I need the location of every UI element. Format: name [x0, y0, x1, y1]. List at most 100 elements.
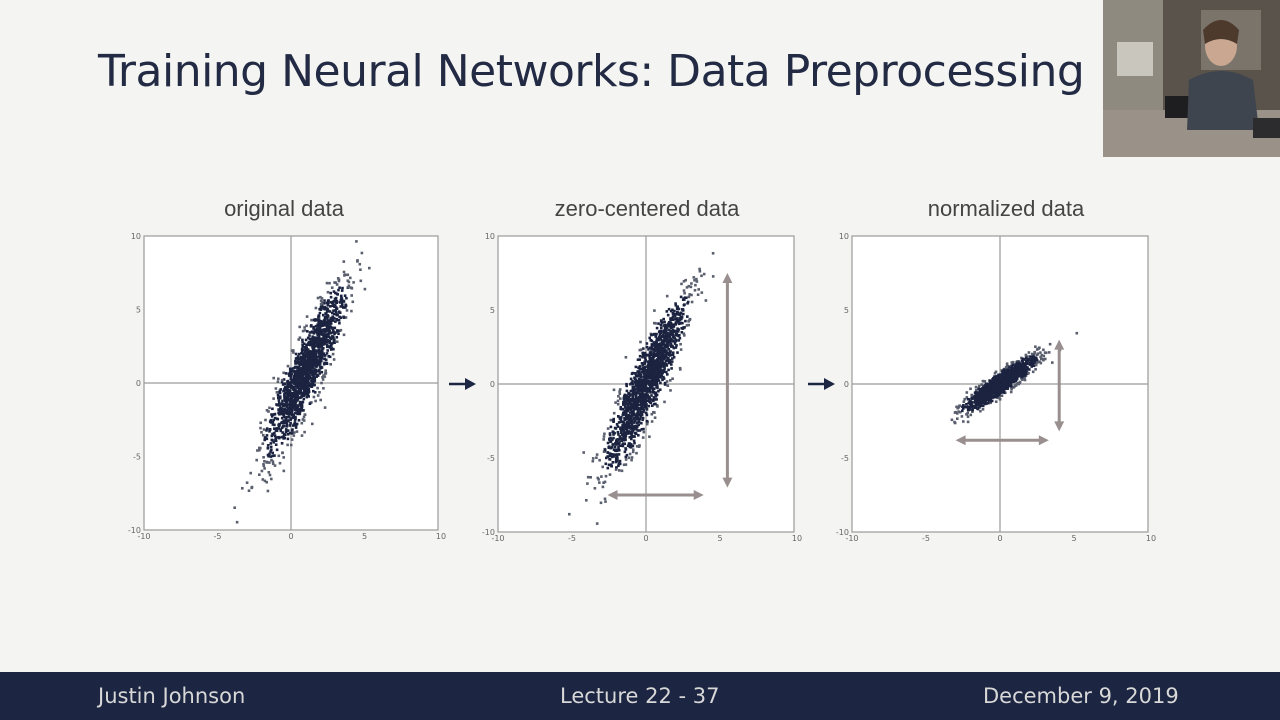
data-point	[608, 454, 612, 458]
data-point	[641, 418, 644, 422]
data-point	[700, 274, 703, 278]
data-point	[303, 381, 306, 384]
data-point	[626, 424, 630, 427]
data-point	[323, 361, 326, 365]
data-point	[673, 315, 677, 318]
data-point	[616, 425, 620, 428]
data-point	[319, 340, 323, 343]
data-point	[628, 415, 632, 418]
data-point	[984, 382, 988, 386]
data-point	[299, 404, 302, 407]
data-point	[300, 351, 303, 355]
data-point	[1011, 363, 1015, 367]
data-point	[322, 302, 326, 305]
data-point	[624, 416, 628, 419]
data-point	[301, 369, 305, 372]
data-point	[294, 391, 298, 395]
data-point	[1017, 361, 1020, 365]
data-point	[643, 351, 647, 355]
data-point	[1006, 386, 1010, 390]
data-point	[1033, 361, 1036, 365]
data-point	[269, 450, 272, 453]
data-point	[987, 392, 990, 396]
data-point	[664, 353, 668, 357]
data-point	[1013, 384, 1017, 387]
data-point	[311, 356, 315, 360]
data-point	[297, 375, 301, 378]
data-point	[332, 340, 336, 344]
data-point	[268, 473, 272, 477]
data-point	[329, 300, 333, 304]
data-point	[675, 344, 678, 347]
data-point	[970, 403, 974, 407]
data-point	[286, 364, 290, 368]
data-point	[1034, 345, 1037, 348]
data-point	[652, 351, 656, 355]
data-point	[302, 363, 305, 367]
data-point	[307, 341, 310, 345]
data-point	[634, 372, 637, 375]
data-point	[1029, 359, 1033, 363]
data-point	[667, 324, 671, 328]
data-point	[309, 351, 312, 354]
data-point	[293, 382, 296, 385]
data-point	[589, 476, 592, 479]
data-point	[347, 284, 351, 288]
data-point	[332, 312, 336, 316]
data-point	[650, 394, 653, 397]
data-point	[650, 356, 653, 360]
data-point	[638, 358, 641, 361]
data-point	[281, 431, 284, 434]
data-point	[273, 454, 276, 457]
data-point	[630, 421, 633, 425]
data-point	[276, 393, 280, 397]
data-point	[262, 428, 266, 431]
data-point	[635, 451, 638, 455]
data-point	[640, 411, 643, 414]
data-point	[286, 397, 289, 400]
data-point	[674, 317, 677, 321]
data-point	[286, 383, 289, 387]
data-point	[304, 381, 308, 384]
data-point	[289, 406, 293, 410]
data-point	[326, 349, 329, 352]
data-point	[1014, 373, 1017, 377]
data-point	[670, 330, 674, 333]
data-point	[653, 359, 657, 362]
data-point	[637, 445, 641, 448]
data-point	[634, 385, 638, 388]
data-point	[290, 367, 294, 371]
data-point	[322, 347, 325, 350]
data-point	[651, 399, 655, 403]
data-point	[681, 298, 685, 301]
data-point	[337, 319, 341, 322]
x-tick-label: 0	[643, 534, 648, 543]
data-point	[646, 379, 650, 383]
data-point	[1021, 368, 1024, 371]
data-point	[974, 406, 978, 409]
data-point	[693, 279, 696, 282]
data-point	[634, 432, 637, 435]
data-point	[971, 410, 974, 413]
data-point	[304, 383, 307, 386]
data-point	[307, 343, 311, 346]
data-point	[332, 303, 336, 307]
data-point	[617, 421, 621, 424]
data-point	[1042, 354, 1046, 358]
data-point	[309, 359, 313, 363]
data-point	[586, 482, 589, 485]
data-point	[360, 251, 364, 255]
data-point	[1017, 363, 1020, 366]
data-point	[651, 333, 655, 336]
data-point	[268, 428, 272, 431]
data-point	[294, 352, 298, 356]
data-point	[656, 378, 660, 382]
data-point	[683, 303, 686, 306]
data-point	[659, 319, 663, 322]
data-point	[290, 349, 294, 352]
data-point	[1009, 390, 1013, 394]
data-point	[330, 347, 334, 350]
data-point	[305, 384, 309, 387]
data-point	[284, 418, 288, 422]
data-point	[1040, 357, 1043, 361]
